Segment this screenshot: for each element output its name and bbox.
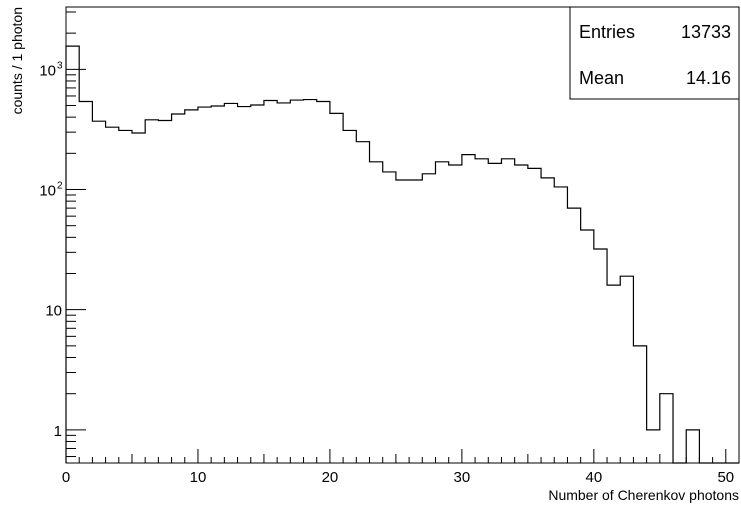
stats-box-frame <box>569 6 740 100</box>
histogram-bin <box>211 106 224 463</box>
histogram-bin <box>343 130 356 463</box>
histogram-bin <box>238 107 251 463</box>
histogram-bin <box>488 163 501 463</box>
histogram-bin <box>435 162 448 463</box>
stats-mean-value: 14.16 <box>686 68 731 88</box>
histogram-bin <box>554 187 567 463</box>
histogram-bin <box>515 165 528 463</box>
histogram-bin <box>422 174 435 463</box>
histogram-bin <box>264 101 277 463</box>
y-axis-title: counts / 1 photon <box>9 7 25 114</box>
y-tick-label: 1 <box>54 423 62 440</box>
histogram-bin <box>475 159 488 463</box>
stats-mean-label: Mean <box>579 68 624 88</box>
y-tick-label: 10 <box>39 183 56 200</box>
x-tick-label: 10 <box>190 469 207 486</box>
histogram-bin <box>251 105 264 463</box>
histogram-bin <box>198 107 211 463</box>
stats-entries-value: 13733 <box>681 22 731 42</box>
histogram-bins <box>66 46 699 463</box>
histogram-bin <box>660 394 673 463</box>
x-tick-label: 20 <box>322 469 339 486</box>
histogram-bin <box>594 249 607 463</box>
histogram-bin <box>607 285 620 463</box>
x-tick-label: 40 <box>585 469 602 486</box>
histogram-bin <box>290 100 303 463</box>
histogram-bin <box>132 133 145 463</box>
x-tick-label: 30 <box>454 469 471 486</box>
histogram-bin <box>449 165 462 463</box>
histogram-bin <box>581 230 594 463</box>
histogram-bin <box>567 208 580 463</box>
histogram-bin <box>79 101 92 463</box>
histogram-bin <box>172 114 185 463</box>
x-tick-label: 50 <box>717 469 734 486</box>
histogram-bin <box>647 430 660 463</box>
y-tick-label-exponent: 3 <box>57 60 63 71</box>
histogram-step-line <box>65 45 739 464</box>
histogram-bin <box>119 130 132 463</box>
histogram-bin <box>686 430 699 463</box>
histogram-bin <box>145 120 158 463</box>
histogram-bin <box>356 142 369 463</box>
x-axis-title: Number of Cherenkov photons <box>548 487 739 503</box>
histogram-bin <box>304 100 317 463</box>
histogram-bin <box>158 121 171 463</box>
histogram-bin <box>383 172 396 463</box>
histogram-bin <box>462 155 475 463</box>
y-tick-label: 10 <box>39 62 56 79</box>
histogram-bin <box>633 346 646 463</box>
x-tick-label: 0 <box>62 469 70 486</box>
histogram-bin <box>501 159 514 463</box>
histogram-bin <box>541 178 554 463</box>
histogram-bin <box>370 162 383 463</box>
histogram-bin <box>92 121 105 463</box>
histogram-bin <box>528 168 541 463</box>
histogram-bin <box>106 127 119 463</box>
histogram-bin <box>317 101 330 463</box>
stats-box: Entries 13733 Mean 14.16 <box>569 6 740 100</box>
histogram-bin <box>409 180 422 463</box>
histogram-bin <box>185 110 198 463</box>
y-tick-label: 10 <box>45 303 62 320</box>
axis-ticks <box>65 11 740 463</box>
histogram-bin <box>620 276 633 463</box>
histogram-bin <box>277 103 290 463</box>
histogram-bin <box>224 103 237 463</box>
y-tick-label-exponent: 2 <box>57 181 63 192</box>
histogram-bin <box>330 113 343 463</box>
histogram-bin <box>396 180 409 463</box>
stats-entries-label: Entries <box>579 22 635 42</box>
histogram-bin <box>66 46 79 463</box>
